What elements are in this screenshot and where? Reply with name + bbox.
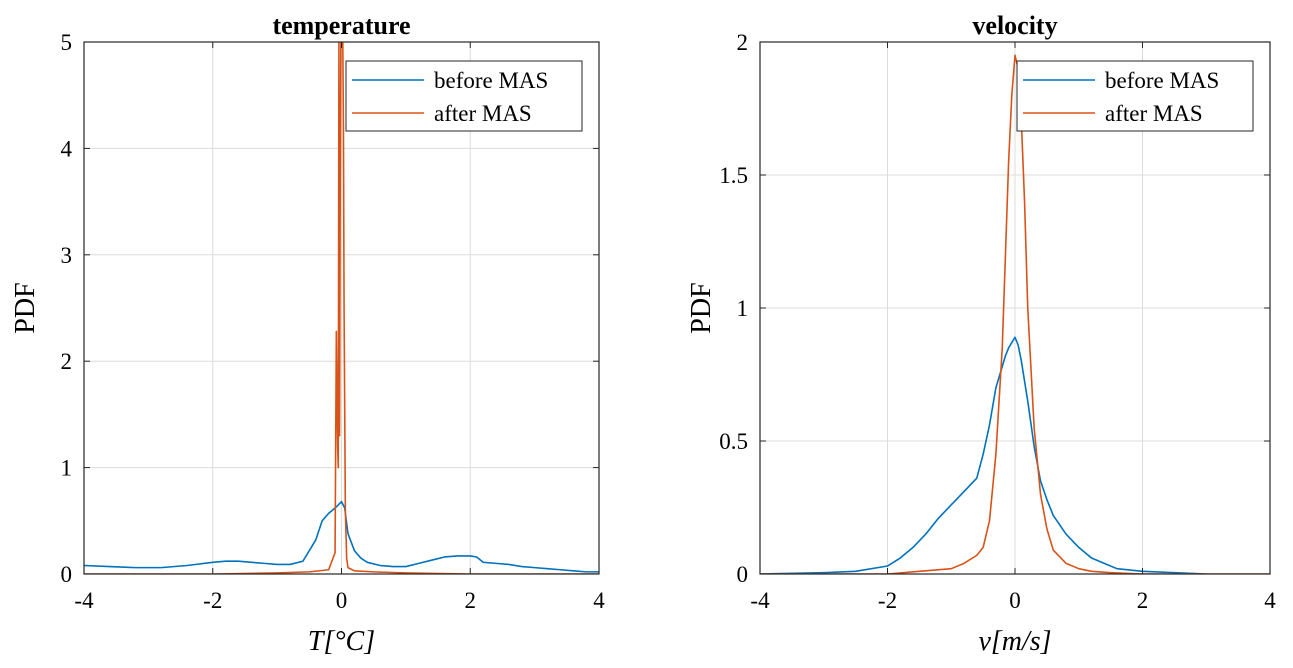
velocity-legend-box: [1016, 60, 1254, 132]
temperature-x-tick-label: -4: [74, 588, 94, 613]
velocity-x-tick-label: 2: [1137, 588, 1149, 613]
velocity-legend-label-before-mas: before MAS: [1105, 68, 1219, 93]
temperature-series-before-mas-line: [84, 500, 599, 573]
velocity-axes: -4 -2 0 2 4 0 0.5 1 1.5 2 velocity PDF v[m/s] before …: [686, 11, 1276, 657]
velocity-x-tick-label: -2: [878, 588, 897, 613]
temperature-y-tick-label: 1: [61, 456, 73, 481]
temperature-y-tick-label: 3: [61, 243, 73, 268]
velocity-y-tick-label: 1.5: [719, 163, 748, 188]
temperature-title: temperature: [272, 11, 410, 40]
velocity-x-axis-label: v[m/s]: [978, 626, 1051, 657]
temperature-series-after-mas-line: [84, 42, 599, 574]
temperature-legend: before MAS after MAS: [345, 60, 583, 132]
velocity-legend-label-after-mas: after MAS: [1105, 101, 1203, 126]
temperature-x-tick-label: 4: [593, 588, 605, 613]
velocity-y-axis-label: PDF: [686, 282, 717, 333]
velocity-legend: before MAS after MAS: [1016, 60, 1254, 132]
velocity-title: velocity: [972, 11, 1057, 40]
temperature-y-tick-label: 2: [61, 349, 73, 374]
velocity-x-tick-label: 4: [1264, 588, 1276, 613]
temperature-y-tick-label: 5: [61, 30, 73, 55]
velocity-y-tick-label: 0: [737, 562, 749, 587]
temperature-y-tick-label: 4: [61, 136, 73, 161]
temperature-axes: -4 -2 0 2 4 0 1 2 3 4 5 temperature PDF T[°C] before M…: [10, 11, 605, 657]
temperature-y-axis-label: PDF: [10, 282, 41, 333]
velocity-y-tick-label: 0.5: [719, 429, 748, 454]
temperature-x-tick-label: 2: [465, 588, 477, 613]
velocity-y-tick-label: 1: [737, 296, 749, 321]
velocity-x-tick-label: -4: [750, 588, 770, 613]
temperature-x-tick-label: 0: [336, 588, 348, 613]
temperature-legend-label-before-mas: before MAS: [434, 68, 548, 93]
temperature-legend-box: [345, 60, 583, 132]
temperature-x-tick-label: -2: [203, 588, 222, 613]
temperature-legend-label-after-mas: after MAS: [434, 101, 532, 126]
velocity-y-tick-label: 2: [737, 30, 749, 55]
velocity-x-tick-label: 0: [1009, 588, 1021, 613]
velocity-series-before-mas-line: [760, 336, 1207, 574]
temperature-y-tick-label: 0: [61, 562, 73, 587]
temperature-x-axis-label: T[°C]: [308, 626, 375, 657]
